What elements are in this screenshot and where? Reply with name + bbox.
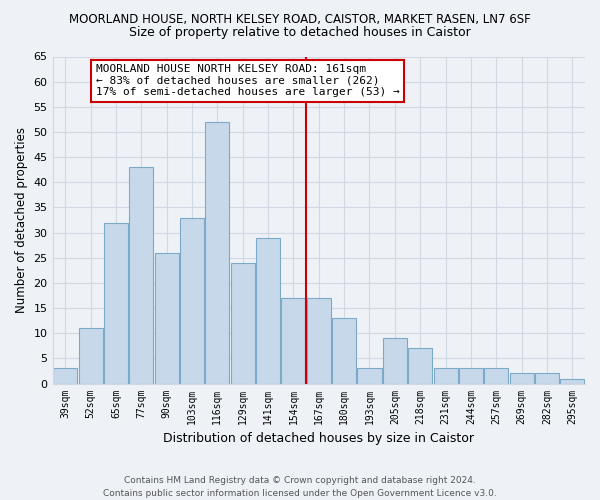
Bar bbox=[256, 238, 280, 384]
Bar bbox=[79, 328, 103, 384]
Bar bbox=[358, 368, 382, 384]
Bar bbox=[281, 298, 305, 384]
X-axis label: Distribution of detached houses by size in Caistor: Distribution of detached houses by size … bbox=[163, 432, 474, 445]
Bar bbox=[53, 368, 77, 384]
Text: Size of property relative to detached houses in Caistor: Size of property relative to detached ho… bbox=[129, 26, 471, 39]
Bar bbox=[560, 378, 584, 384]
Bar bbox=[307, 298, 331, 384]
Text: MOORLAND HOUSE NORTH KELSEY ROAD: 161sqm
← 83% of detached houses are smaller (2: MOORLAND HOUSE NORTH KELSEY ROAD: 161sqm… bbox=[95, 64, 400, 97]
Bar bbox=[155, 252, 179, 384]
Bar bbox=[408, 348, 432, 384]
Bar bbox=[459, 368, 483, 384]
Bar bbox=[205, 122, 229, 384]
Bar bbox=[484, 368, 508, 384]
Bar bbox=[434, 368, 458, 384]
Bar bbox=[332, 318, 356, 384]
Bar bbox=[129, 167, 154, 384]
Bar bbox=[509, 374, 533, 384]
Bar bbox=[180, 218, 204, 384]
Bar bbox=[383, 338, 407, 384]
Bar bbox=[535, 374, 559, 384]
Bar bbox=[230, 263, 255, 384]
Bar bbox=[104, 222, 128, 384]
Text: MOORLAND HOUSE, NORTH KELSEY ROAD, CAISTOR, MARKET RASEN, LN7 6SF: MOORLAND HOUSE, NORTH KELSEY ROAD, CAIST… bbox=[69, 12, 531, 26]
Y-axis label: Number of detached properties: Number of detached properties bbox=[15, 127, 28, 313]
Text: Contains HM Land Registry data © Crown copyright and database right 2024.
Contai: Contains HM Land Registry data © Crown c… bbox=[103, 476, 497, 498]
